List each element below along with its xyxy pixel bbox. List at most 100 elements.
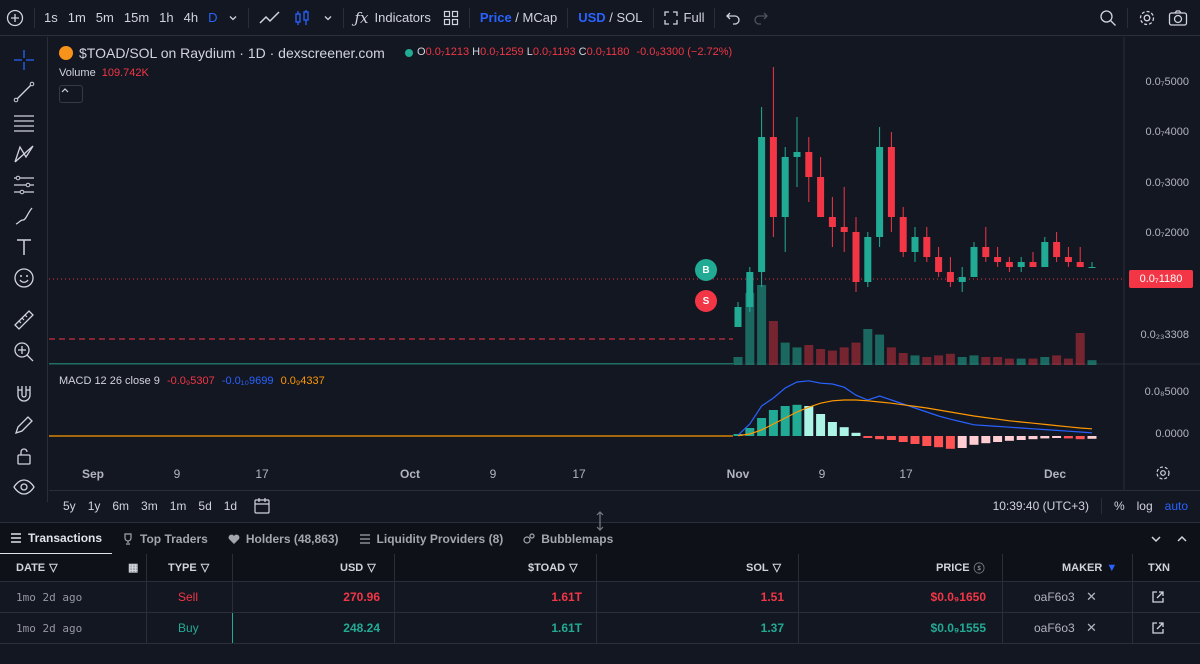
price-mcap-toggle[interactable]: Price / MCap — [474, 0, 563, 36]
tab-bubblemaps[interactable]: Bubblemaps — [513, 523, 623, 555]
text-tool[interactable] — [10, 234, 38, 260]
collapse-legend-button[interactable] — [59, 85, 83, 103]
trophy-icon — [124, 532, 132, 545]
range-3m[interactable]: 3m — [141, 498, 158, 513]
header-usd[interactable]: USD ▽ — [340, 554, 376, 581]
interval-D[interactable]: D — [208, 10, 218, 25]
row-maker[interactable]: oaF6o3 — [1034, 621, 1075, 635]
percent-toggle[interactable]: % — [1113, 498, 1125, 513]
grid-layout-icon — [443, 10, 458, 25]
header-price[interactable]: PRICE ⓢ — [936, 554, 985, 581]
filter-icon[interactable]: ▽ — [772, 562, 782, 574]
auto-toggle[interactable]: auto — [1164, 498, 1188, 513]
filter-active-icon[interactable]: ▼ — [1106, 561, 1118, 574]
mcap-option[interactable]: MCap — [522, 10, 558, 25]
lock-tool[interactable] — [10, 443, 38, 469]
filter-icon[interactable]: ▽ — [367, 562, 376, 574]
interval-15m[interactable]: 15m — [123, 10, 150, 25]
filter-icon[interactable]: ▽ — [200, 562, 210, 574]
range-6m[interactable]: 6m — [112, 498, 130, 513]
interval-1s[interactable]: 1s — [44, 10, 58, 25]
trendline-tool[interactable] — [10, 79, 38, 105]
dollar-circle-icon[interactable]: ⓢ — [973, 562, 985, 575]
brush-tool[interactable] — [10, 203, 38, 229]
date-range-button[interactable] — [253, 497, 271, 515]
buy-marker[interactable]: B — [695, 259, 717, 281]
zoom-tool[interactable] — [10, 339, 38, 365]
usd-sol-toggle[interactable]: USD / SOL — [572, 0, 648, 36]
fib-tool[interactable] — [10, 172, 38, 198]
chevron-down-icon[interactable] — [1150, 533, 1162, 545]
interval-4h[interactable]: 4h — [183, 10, 199, 25]
price-option[interactable]: Price — [479, 10, 512, 25]
divider — [1002, 554, 1003, 581]
candle-body — [1088, 267, 1096, 268]
interval-1m[interactable]: 1m — [67, 10, 86, 25]
screenshot-button[interactable] — [1162, 0, 1200, 36]
table-row[interactable]: 1mo 2d ago Sell 270.96 1.61T 1.51 $0.0₉1650 oa… — [0, 582, 1200, 613]
header-type[interactable]: TYPE ▽ — [168, 554, 209, 581]
usd-option[interactable]: USD — [578, 10, 606, 25]
macd-axis-tick: 0.0₈5000 — [1145, 386, 1189, 398]
candle-body — [935, 257, 943, 272]
full-button[interactable]: Full — [658, 0, 711, 36]
layouts-button[interactable] — [437, 0, 465, 36]
chart-area[interactable]: 0.0₇50000.0₇40000.0₇30000.0₇20000.0₇1000… — [49, 37, 1200, 520]
sol-option[interactable]: SOL — [616, 10, 643, 25]
interval-dropdown-chevron-icon[interactable] — [222, 0, 244, 36]
header-sol[interactable]: SOL ▽ — [746, 554, 781, 581]
macd-histogram-bar — [993, 436, 1003, 442]
header-maker[interactable]: MAKER ▼ — [1062, 554, 1117, 581]
range-1y[interactable]: 1y — [87, 498, 101, 513]
crosshair-tool[interactable] — [10, 47, 38, 73]
header-token[interactable]: $TOAD ▽ — [528, 554, 578, 581]
chart-type-chevron-icon[interactable] — [317, 0, 339, 36]
tab-holders[interactable]: Holders (48,863) — [218, 523, 349, 555]
redo-button[interactable] — [747, 0, 775, 36]
interval-1h[interactable]: 1h — [159, 10, 174, 25]
chevron-up-icon[interactable] — [1176, 533, 1188, 545]
undo-icon — [726, 12, 741, 25]
line-chart-button[interactable] — [253, 0, 287, 36]
stay-drawing-tool[interactable] — [10, 412, 38, 438]
tab-top-traders[interactable]: Top Traders — [112, 523, 218, 555]
range-1m[interactable]: 1m — [169, 498, 187, 513]
volume-bar — [816, 349, 826, 365]
sell-marker[interactable]: S — [695, 290, 717, 312]
candle-chart-button[interactable] — [287, 0, 317, 36]
tab-liquidity-providers[interactable]: Liquidity Providers (8) — [349, 523, 514, 555]
pattern-tool[interactable] — [10, 141, 38, 167]
header-date[interactable]: DATE ▽ — [16, 554, 58, 581]
quick-search-button[interactable] — [1093, 0, 1123, 36]
log-toggle[interactable]: log — [1136, 498, 1153, 513]
magnet-tool[interactable] — [10, 381, 38, 407]
panel-resize-handle[interactable] — [594, 511, 606, 534]
settings-button[interactable] — [1132, 0, 1162, 36]
range-5d[interactable]: 5d — [198, 498, 212, 513]
clear-filter-icon[interactable]: ✕ — [1086, 589, 1097, 604]
external-link-icon[interactable] — [1152, 613, 1164, 643]
macd-value-3: 0.0₉4337 — [280, 375, 325, 387]
interval-5m[interactable]: 5m — [95, 10, 114, 25]
row-maker[interactable]: oaF6o3 — [1034, 590, 1075, 604]
emoji-tool[interactable] — [10, 265, 38, 291]
ruler-tool[interactable] — [10, 307, 38, 333]
chart-bottom-bar: 5y 1y 6m 3m 1m 5d 1d 10:39:40 (UTC+3) % log au… — [49, 490, 1200, 520]
divider — [1002, 613, 1003, 643]
add-symbol-button[interactable] — [0, 0, 30, 36]
calendar-icon[interactable]: ▦ — [128, 562, 139, 574]
external-link-icon[interactable] — [1152, 582, 1164, 612]
filter-icon[interactable]: ▽ — [569, 562, 578, 574]
undo-button[interactable] — [719, 0, 747, 36]
range-5y[interactable]: 5y — [63, 498, 76, 513]
range-1d[interactable]: 1d — [223, 498, 238, 513]
filter-icon[interactable]: ▽ — [49, 562, 58, 574]
tab-transactions[interactable]: Transactions — [0, 523, 113, 555]
change-value: -0.0₉3300 (−2.72%) — [636, 46, 733, 58]
horizontal-lines-tool[interactable] — [10, 110, 38, 136]
macd-label: MACD 12 26 close 9 — [59, 375, 160, 387]
clear-filter-icon[interactable]: ✕ — [1086, 620, 1097, 635]
visibility-tool[interactable] — [10, 474, 38, 500]
indicators-button[interactable]: ƒx Indicators — [348, 0, 436, 36]
table-row[interactable]: 1mo 2d ago Buy 248.24 1.61T 1.37 $0.0₉1555 oaF… — [0, 613, 1200, 644]
